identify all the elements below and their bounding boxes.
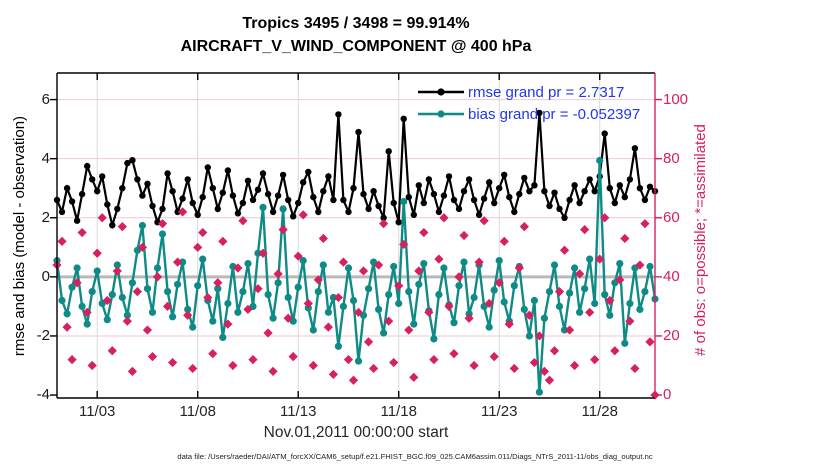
legend-line-sample [418, 88, 464, 96]
left-tick-label: -4 [36, 386, 50, 404]
right-axis-label: # of obs: o=possible; *=assimilated [692, 124, 709, 356]
left-tick-label: 2 [41, 208, 50, 226]
left-tick-label: 0 [41, 267, 50, 285]
x-tick-label: 11/23 [480, 403, 518, 420]
left-tick-label: -2 [36, 326, 50, 344]
left-axis-label: rmse and bias (model - observation) [11, 115, 28, 357]
legend: rmse grand pr = 2.7317 bias grand pr = -… [418, 81, 640, 125]
legend-item-rmse: rmse grand pr = 2.7317 [418, 81, 640, 103]
right-tick-label: 100 [663, 90, 689, 108]
x-tick-label: 11/13 [279, 403, 317, 420]
x-tick-label: 11/08 [179, 403, 216, 420]
chart-title-line1: Tropics 3495 / 3498 = 99.914% [242, 15, 470, 32]
right-tick-label: 80 [663, 149, 680, 167]
x-tick-label: 11/03 [78, 403, 116, 420]
right-tick-label: 20 [663, 326, 680, 344]
x-tick-label: 11/18 [380, 403, 417, 420]
legend-item-label: bias grand pr = -0.052397 [468, 105, 641, 123]
right-tick-label: 0 [663, 386, 672, 404]
left-tick-label: 6 [41, 90, 50, 108]
right-tick-label: 60 [663, 208, 680, 226]
data-file-path: data file: /Users/raeder/DAI/ATM_forcXX/… [177, 452, 653, 461]
chart-title-line2: AIRCRAFT_V_WIND_COMPONENT @ 400 hPa [180, 38, 532, 55]
left-tick-label: 4 [41, 149, 50, 167]
legend-line-sample [418, 110, 464, 118]
legend-item-label: rmse grand pr = 2.7317 [468, 83, 625, 101]
x-tick-label: 11/28 [581, 403, 618, 420]
x-axis-label: Nov.01,2011 00:00:00 start [263, 424, 449, 441]
legend-item-bias: bias grand pr = -0.052397 [418, 103, 640, 125]
right-tick-label: 40 [663, 267, 680, 285]
